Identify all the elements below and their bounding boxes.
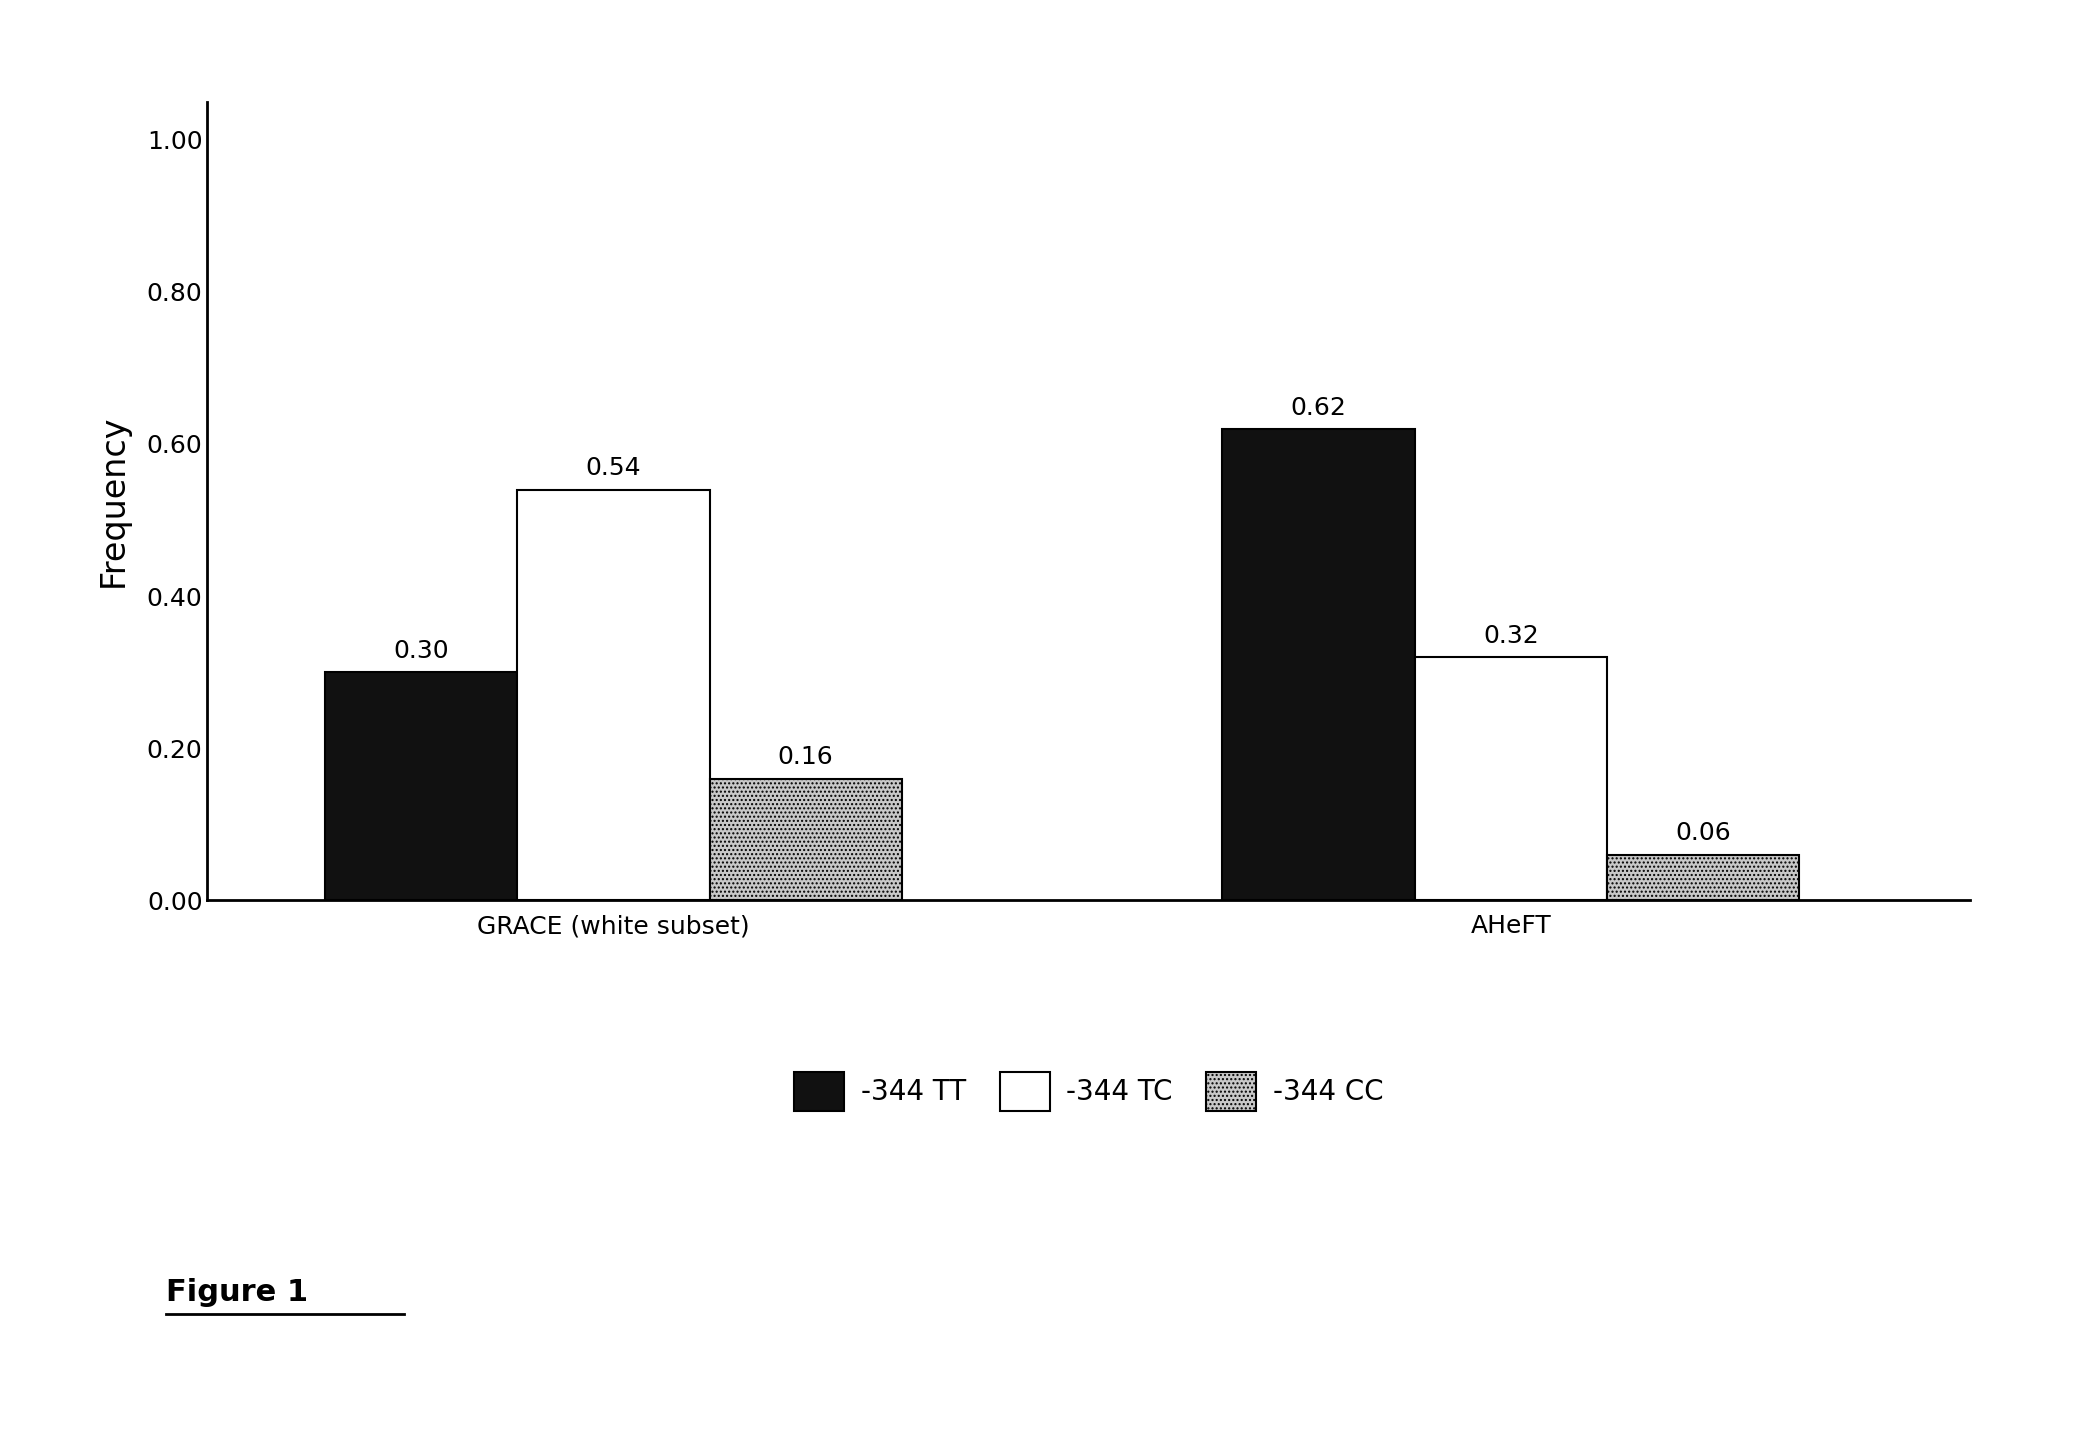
Text: Figure 1: Figure 1 <box>166 1278 309 1307</box>
Text: 0.30: 0.30 <box>394 639 448 664</box>
Text: 0.62: 0.62 <box>1290 395 1346 420</box>
Bar <box>1607 855 1800 900</box>
Bar <box>709 778 902 900</box>
Text: 0.54: 0.54 <box>585 456 641 481</box>
Bar <box>326 672 516 900</box>
Text: 0.06: 0.06 <box>1676 822 1732 845</box>
Text: 0.32: 0.32 <box>1483 624 1539 648</box>
Bar <box>516 489 709 900</box>
Legend: -344 TT, -344 TC, -344 CC: -344 TT, -344 TC, -344 CC <box>780 1059 1398 1125</box>
Bar <box>1414 656 1607 900</box>
Text: 0.16: 0.16 <box>778 745 834 770</box>
Y-axis label: Frequency: Frequency <box>97 415 131 587</box>
Bar <box>1222 428 1414 900</box>
